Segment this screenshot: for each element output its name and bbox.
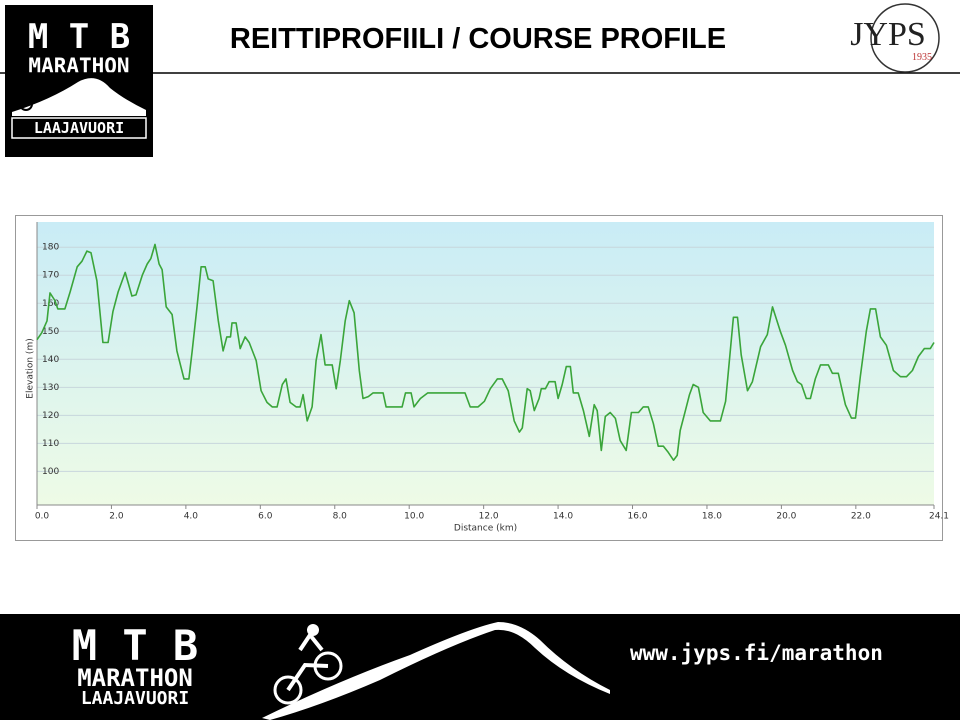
logo-mtb: M T B bbox=[28, 17, 130, 57]
y-tick-label: 130 bbox=[42, 383, 59, 393]
y-tick-label: 120 bbox=[42, 411, 59, 421]
footer-url: www.jyps.fi/marathon bbox=[630, 641, 883, 665]
elevation-line bbox=[36, 243, 935, 461]
club-wheel bbox=[870, 3, 940, 73]
y-tick-label: 100 bbox=[42, 467, 59, 477]
x-tick-label: 14.0 bbox=[553, 512, 573, 522]
logo-laajavuori: LAAJAVUORI bbox=[34, 119, 124, 137]
footer-logo-marathon: MARATHON bbox=[77, 664, 193, 692]
club-name: JYPS bbox=[850, 16, 926, 53]
logo-marathon: MARATHON bbox=[28, 54, 129, 78]
footer-hill bbox=[262, 622, 610, 720]
logo-wheel bbox=[19, 97, 33, 111]
club-year: 1935 bbox=[912, 52, 932, 63]
slide-title: REITTIPROFIILI / COURSE PROFILE bbox=[230, 23, 726, 55]
x-tick-label: 12.0 bbox=[479, 512, 499, 522]
y-tick-label: 170 bbox=[42, 271, 59, 281]
x-tick-label: 10.0 bbox=[404, 512, 424, 522]
logo-frame bbox=[11, 117, 147, 139]
footer-logo-mtb: M T B bbox=[72, 621, 198, 670]
x-tick-label: 22.0 bbox=[851, 512, 871, 522]
footer-rider-head bbox=[307, 624, 319, 636]
x-tick-label: 8.0 bbox=[333, 512, 348, 522]
y-tick-label: 160 bbox=[42, 299, 59, 309]
plot-area bbox=[37, 222, 934, 505]
x-tick-label: 4.0 bbox=[184, 512, 199, 522]
logo-box bbox=[5, 5, 153, 157]
logo-hill bbox=[12, 78, 146, 116]
y-tick-label: 140 bbox=[42, 355, 59, 365]
footer-bike-wheel bbox=[273, 675, 303, 705]
x-tick-label: 0.0 bbox=[35, 512, 50, 522]
y-tick-label: 150 bbox=[42, 327, 59, 337]
x-tick-label: 20.0 bbox=[776, 512, 796, 522]
x-tick-label: 18.0 bbox=[702, 512, 722, 522]
x-axis-label: Distance (km) bbox=[454, 524, 517, 534]
x-tick-label: 2.0 bbox=[109, 512, 124, 522]
y-tick-label: 180 bbox=[42, 243, 59, 253]
y-tick-label: 110 bbox=[42, 439, 59, 449]
x-tick-label: 6.0 bbox=[258, 512, 273, 522]
y-axis-label: Elevation (m) bbox=[26, 338, 36, 398]
footer-logo-laajavuori: LAAJAVUORI bbox=[81, 688, 189, 709]
x-tick-label: 24.1 bbox=[929, 512, 949, 522]
x-tick-label: 16.0 bbox=[627, 512, 647, 522]
